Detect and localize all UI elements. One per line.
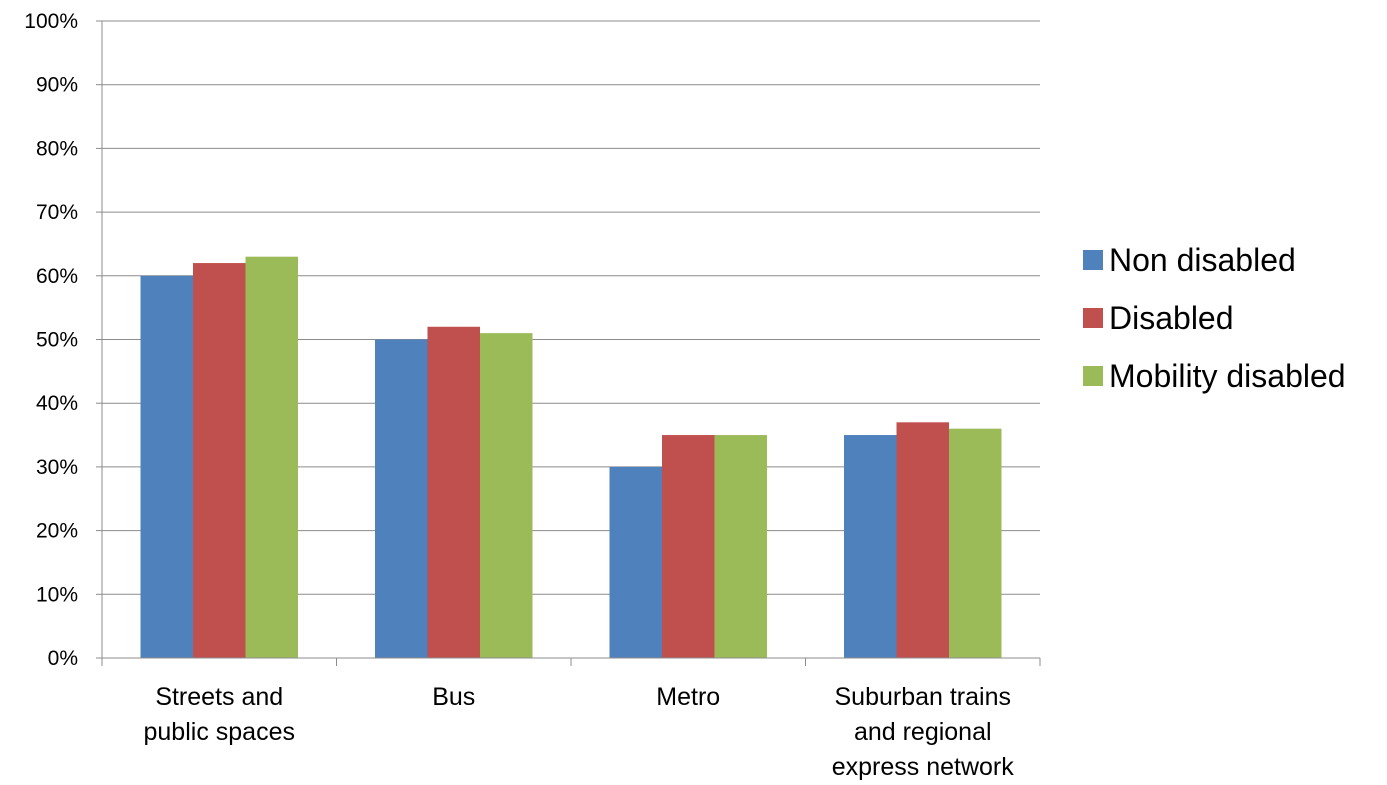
- bar: [480, 333, 533, 658]
- legend-label: Disabled: [1109, 299, 1234, 336]
- legend: Non disabled Disabled Mobility disabled: [1083, 231, 1346, 405]
- bar: [375, 339, 428, 658]
- legend-item-non-disabled: Non disabled: [1083, 231, 1346, 289]
- y-tick-label: 80%: [36, 137, 78, 160]
- legend-label: Non disabled: [1109, 241, 1296, 278]
- legend-swatch: [1083, 250, 1103, 270]
- legend-item-disabled: Disabled: [1083, 289, 1346, 347]
- axes: [96, 20, 1041, 666]
- bar: [609, 466, 662, 658]
- bar: [427, 326, 480, 658]
- x-tick-label: Metro: [656, 683, 720, 711]
- y-tick-label: 0%: [48, 647, 78, 670]
- y-tick-label: 90%: [36, 74, 78, 97]
- y-tick-label: 20%: [36, 520, 78, 543]
- bar: [140, 275, 193, 658]
- x-tick-label: Bus: [432, 683, 475, 711]
- bars: [140, 256, 1002, 658]
- x-tick-label: Suburban trains and regional express netwo…: [832, 683, 1015, 781]
- x-tick-label: Streets and public spaces: [144, 683, 295, 746]
- bar: [193, 263, 246, 658]
- bar: [662, 435, 715, 658]
- y-tick-label: 50%: [36, 329, 78, 352]
- y-tick-label: 70%: [36, 201, 78, 224]
- bar: [714, 435, 767, 658]
- bar: [949, 428, 1002, 658]
- y-tick-label: 60%: [36, 265, 78, 288]
- x-axis-ticks: Streets and public spaces Bus Metro Suburban…: [144, 683, 1015, 781]
- legend-swatch: [1083, 308, 1103, 328]
- bar: [245, 256, 298, 658]
- y-tick-label: 30%: [36, 456, 78, 479]
- legend-label: Mobility disabled: [1109, 357, 1346, 394]
- legend-swatch: [1083, 366, 1103, 386]
- y-tick-label: 40%: [36, 392, 78, 415]
- bar: [844, 435, 897, 658]
- y-axis-ticks: 0% 10% 20% 30% 40% 50% 60% 70% 80% 90% 100%: [24, 10, 78, 670]
- y-tick-label: 10%: [36, 583, 78, 606]
- bar: [896, 422, 949, 658]
- y-tick-label: 100%: [24, 10, 78, 33]
- legend-item-mobility-disabled: Mobility disabled: [1083, 347, 1346, 405]
